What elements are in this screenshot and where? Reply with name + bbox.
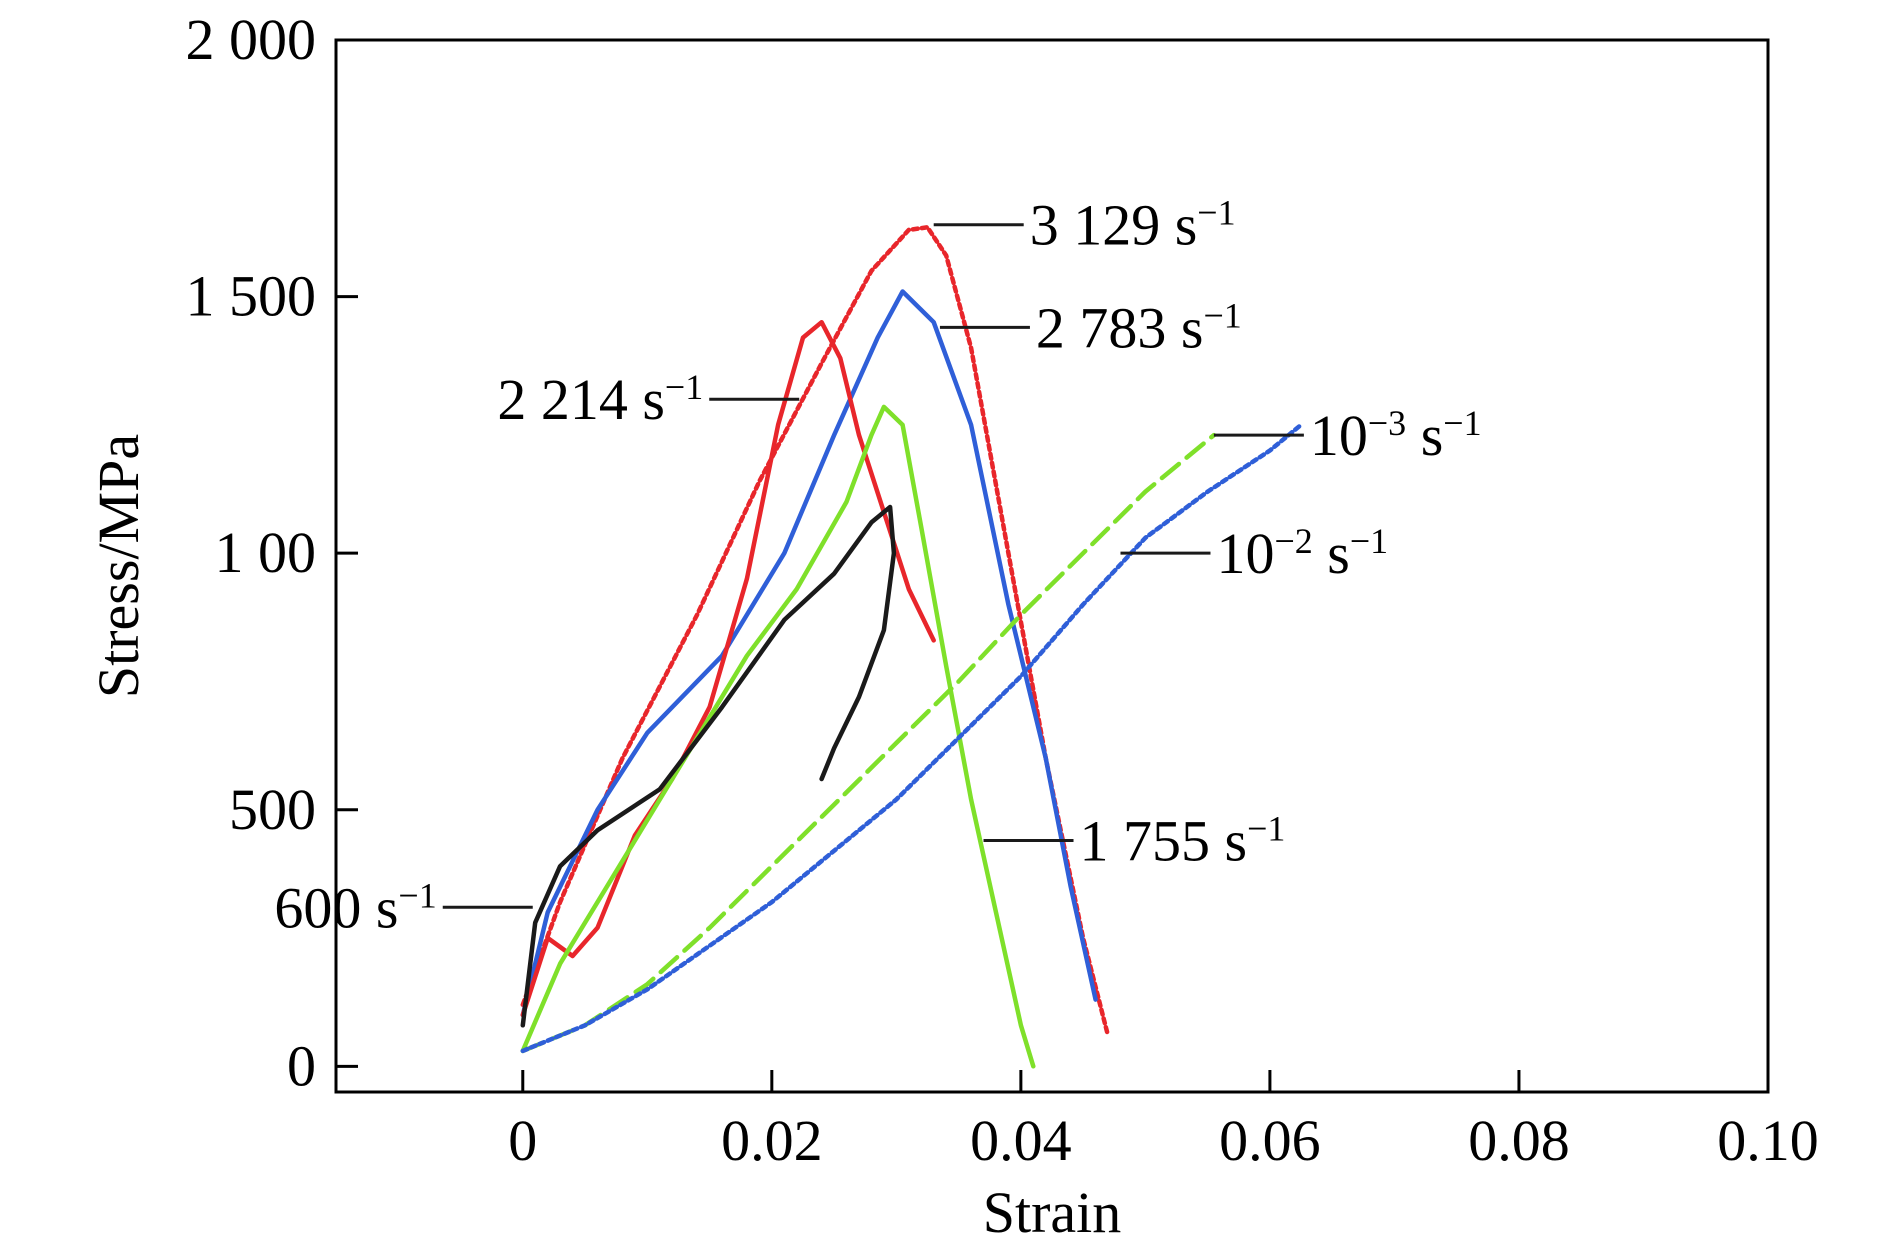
x-axis-ticks: 0 0.02 0.04 0.06 0.08 0.10: [508, 1070, 1819, 1173]
series-line-2: [520, 319, 936, 1018]
y-tick-label: 2 000: [186, 7, 317, 72]
series-layer: [520, 225, 1304, 1069]
y-tick-label: 1 500: [186, 264, 317, 329]
x-tick-label: 0.04: [970, 1108, 1072, 1173]
series-labels: 3 129 s−1 2 783 s−1 2 214 s−1 1 755 s−1 600 …: [274, 193, 1481, 941]
series-label-6: 10−2 s−1: [1216, 521, 1388, 586]
x-tick-label: 0.10: [1717, 1108, 1819, 1173]
x-axis-title: Strain: [983, 1180, 1122, 1243]
series-line-6: [520, 422, 1304, 1054]
series-line-0: [520, 225, 1111, 1038]
y-axis-title: Stress/MPa: [86, 434, 151, 698]
series-label-3: 1 755 s−1: [1080, 809, 1286, 874]
series-line-4: [520, 504, 897, 1028]
series-label-2: 2 214 s−1: [497, 367, 703, 432]
plot-frame: [334, 38, 1770, 1094]
series-line-1: [520, 289, 1098, 1018]
y-tick-label: 1 00: [215, 520, 317, 585]
y-axis-ticks: 0 500 1 00 1 500 2 000: [186, 7, 358, 1098]
x-tick-label: 0: [508, 1108, 537, 1173]
series-label-1: 2 783 s−1: [1036, 295, 1242, 360]
y-tick-label: 500: [229, 777, 316, 842]
series-label-4: 600 s−1: [274, 875, 436, 940]
y-tick-label: 0: [287, 1033, 316, 1098]
series-line-3: [520, 404, 1036, 1069]
x-tick-label: 0.06: [1219, 1108, 1321, 1173]
series-label-0: 3 129 s−1: [1030, 193, 1236, 258]
series-label-5: 10−3 s−1: [1310, 403, 1482, 468]
series-line-5: [520, 432, 1217, 1054]
x-tick-label: 0.08: [1468, 1108, 1570, 1173]
x-tick-label: 0.02: [721, 1108, 823, 1173]
